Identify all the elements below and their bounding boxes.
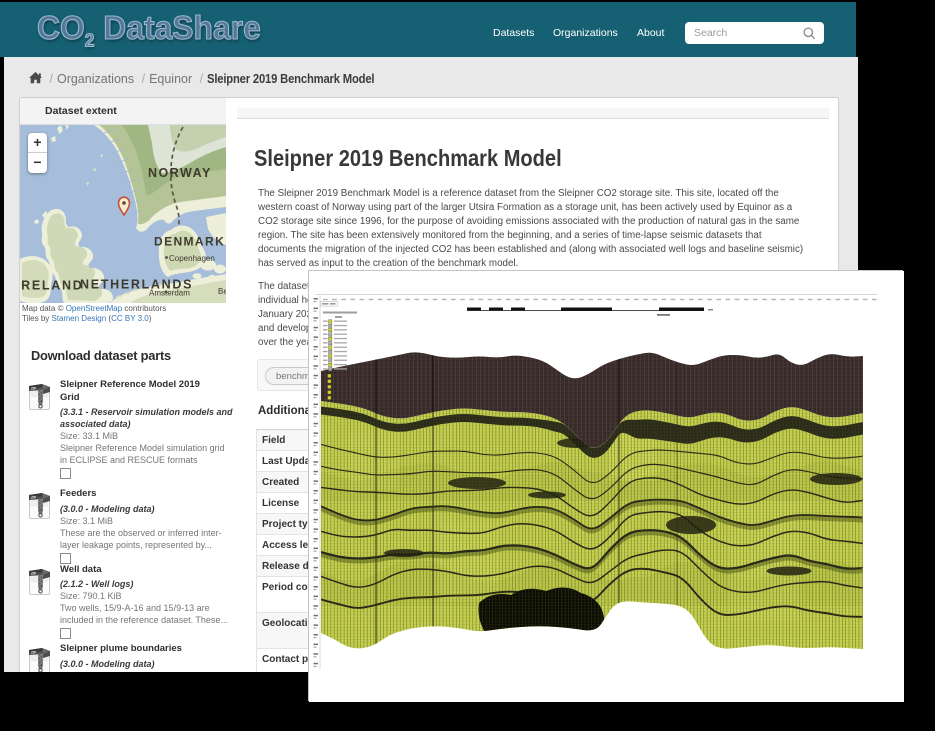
svg-text:IRELAND: IRELAND bbox=[20, 279, 83, 293]
svg-text:ZIP: ZIP bbox=[31, 571, 37, 575]
svg-text:NORWAY: NORWAY bbox=[148, 166, 212, 180]
svg-text:ZIP: ZIP bbox=[31, 386, 37, 390]
svg-text:DENMARK: DENMARK bbox=[154, 235, 225, 249]
svg-text:Copenhagen: Copenhagen bbox=[169, 254, 215, 263]
svg-text:Amsterdam: Amsterdam bbox=[149, 289, 190, 298]
svg-text:ZIP: ZIP bbox=[31, 650, 37, 654]
svg-text:Be: Be bbox=[218, 287, 226, 296]
svg-text:ZIP: ZIP bbox=[31, 495, 37, 499]
svg-text:NETHERLANDS: NETHERLANDS bbox=[80, 278, 193, 292]
